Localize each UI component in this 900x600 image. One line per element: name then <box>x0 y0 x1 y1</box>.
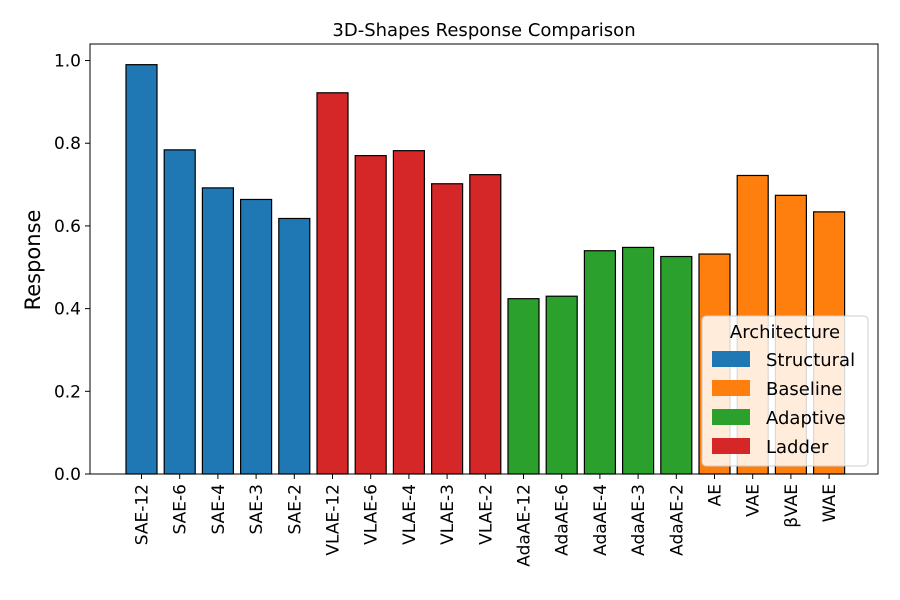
y-axis-ticks: 0.0 0.2 0.4 0.6 0.8 1.0 <box>54 52 90 485</box>
legend-title: Architecture <box>730 322 840 343</box>
x-tick-label: AE <box>706 484 726 506</box>
bar-adaae-3 <box>621 246 655 475</box>
y-tick-label: 0.6 <box>54 217 81 237</box>
bar-sae-4 <box>201 187 234 475</box>
x-tick-label: AdaAE-3 <box>629 484 649 556</box>
x-tick-label: βVAE <box>782 484 802 528</box>
y-axis-label: Response <box>21 210 45 311</box>
x-tick-label: AdaAE-12 <box>515 484 535 567</box>
x-tick-label: SAE-4 <box>209 484 229 534</box>
x-tick-label: VLAE-6 <box>362 484 382 545</box>
y-tick-label: 0.8 <box>54 134 81 154</box>
bar-adaae-12 <box>507 298 540 475</box>
bar-adaae-2 <box>660 255 693 475</box>
y-tick-label: 0.2 <box>54 382 81 402</box>
legend-swatch <box>712 438 750 454</box>
legend-label: Structural <box>766 350 855 371</box>
x-tick-label: SAE-6 <box>171 484 191 534</box>
x-tick-label: AdaAE-6 <box>553 484 573 556</box>
legend-entries: Structural Baseline Adaptive Ladder <box>712 350 855 458</box>
bar-vlae-4 <box>392 150 425 475</box>
bar-adaae-6 <box>545 295 578 475</box>
x-tick-label: VLAE-3 <box>438 484 458 545</box>
x-tick-label: AdaAE-2 <box>667 484 687 556</box>
x-tick-label: SAE-2 <box>285 484 305 534</box>
bar-sae-3 <box>240 198 273 475</box>
bar-vlae-12 <box>316 92 349 475</box>
legend-swatch <box>712 409 750 425</box>
chart-title: 3D-Shapes Response Comparison <box>332 20 635 41</box>
legend: Architecture Structural Baseline Adaptive L… <box>701 315 869 467</box>
y-tick-label: 0.4 <box>54 300 81 320</box>
plot-frame <box>89 43 879 475</box>
bar-vlae-3 <box>431 183 464 475</box>
legend-label: Adaptive <box>766 408 846 429</box>
y-tick-label: 0.0 <box>54 465 81 485</box>
bar-vlae-2 <box>469 174 502 475</box>
bar-vlae-6 <box>354 155 387 475</box>
bar-adaae-4 <box>583 250 617 475</box>
legend-label: Baseline <box>766 379 842 400</box>
x-tick-label: VLAE-2 <box>476 484 496 545</box>
legend-swatch <box>712 351 750 367</box>
y-tick-label: 1.0 <box>54 52 81 72</box>
x-tick-label: SAE-12 <box>133 484 153 545</box>
x-tick-label: WAE <box>820 484 840 522</box>
bar-sae-6 <box>163 149 196 475</box>
x-tick-label: SAE-3 <box>247 484 267 534</box>
x-tick-label: VAE <box>744 484 764 517</box>
x-axis-ticks: SAE-12 SAE-6 SAE-4 SAE-3 SAE-2 VLAE-12 VLAE-6 V… <box>133 474 840 567</box>
bar-sae-12 <box>125 64 158 475</box>
bar-sae-2 <box>278 217 311 475</box>
x-tick-label: AdaAE-4 <box>591 484 611 556</box>
x-tick-label: VLAE-12 <box>324 484 344 556</box>
legend-swatch <box>712 380 750 396</box>
x-tick-label: VLAE-4 <box>400 484 420 545</box>
legend-label: Ladder <box>766 437 829 458</box>
